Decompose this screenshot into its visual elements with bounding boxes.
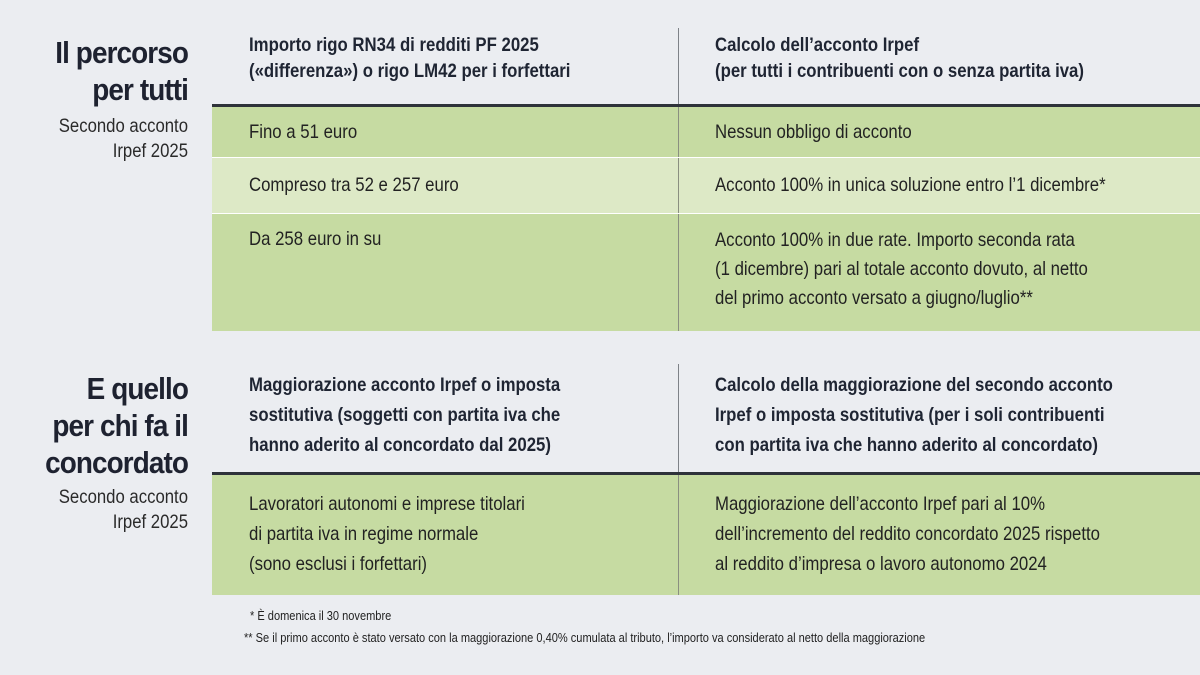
section-2-header-row: Maggiorazione acconto Irpef o imposta so… bbox=[212, 364, 1200, 475]
header-text: Importo rigo RN34 di redditi PF 2025 bbox=[249, 34, 539, 56]
footnote: ** Se il primo acconto è stato versato c… bbox=[244, 630, 926, 645]
header-text: sostitutiva (soggetti con partita iva ch… bbox=[249, 404, 561, 426]
section-2-header-col-1: Maggiorazione acconto Irpef o imposta so… bbox=[212, 364, 678, 472]
table-row: Da 258 euro in su Acconto 100% in due ra… bbox=[212, 213, 1200, 331]
table-row: Fino a 51 euro Nessun obbligo di acconto bbox=[212, 107, 1200, 157]
table-cell: Nessun obbligo di acconto bbox=[678, 107, 1200, 157]
section-2-title-line-2: per chi fa il bbox=[52, 408, 189, 443]
section-1-header-col-1: Importo rigo RN34 di redditi PF 2025 («d… bbox=[212, 28, 678, 104]
table-cell: Fino a 51 euro bbox=[212, 107, 678, 157]
cell-text: Acconto 100% in unica soluzione entro l’… bbox=[715, 174, 1106, 196]
section-2-table: Maggiorazione acconto Irpef o imposta so… bbox=[212, 364, 1200, 595]
cell-text: Da 258 euro in su bbox=[249, 228, 382, 250]
header-text: Maggiorazione acconto Irpef o imposta bbox=[249, 374, 561, 396]
section-2-title-line-1: E quello bbox=[86, 371, 189, 406]
table-cell: Da 258 euro in su bbox=[212, 214, 678, 331]
section-2-subtitle-line-1: Secondo acconto bbox=[58, 487, 188, 508]
header-text: («differenza») o rigo LM42 per i forfett… bbox=[249, 60, 571, 82]
cell-text: Lavoratori autonomi e imprese titolari bbox=[249, 493, 525, 515]
cell-text: (sono esclusi i forfettari) bbox=[249, 553, 428, 575]
cell-text: Fino a 51 euro bbox=[249, 121, 358, 143]
table-cell: Maggiorazione dell’acconto Irpef pari al… bbox=[678, 475, 1200, 595]
cell-text: dell’incremento del reddito concordato 2… bbox=[715, 523, 1101, 545]
cell-text: di partita iva in regime normale bbox=[249, 523, 479, 545]
section-1-title-line-1: Il percorso bbox=[55, 35, 189, 70]
section-1-header-col-2: Calcolo dell’acconto Irpef (per tutti i … bbox=[678, 28, 1200, 104]
cell-text: Compreso tra 52 e 257 euro bbox=[249, 174, 459, 196]
section-1-header-row: Importo rigo RN34 di redditi PF 2025 («d… bbox=[212, 28, 1200, 107]
footnote: * È domenica il 30 novembre bbox=[250, 608, 392, 623]
section-2-heading: E quello per chi fa il concordato Second… bbox=[0, 370, 189, 535]
cell-text: (1 dicembre) pari al totale acconto dovu… bbox=[715, 258, 1088, 280]
section-1-table: Importo rigo RN34 di redditi PF 2025 («d… bbox=[212, 28, 1200, 331]
table-cell: Acconto 100% in unica soluzione entro l’… bbox=[678, 158, 1200, 213]
cell-text: Acconto 100% in due rate. Importo second… bbox=[715, 229, 1075, 251]
section-1-subtitle-line-1: Secondo acconto bbox=[58, 116, 188, 137]
header-text: Calcolo della maggiorazione del secondo … bbox=[715, 374, 1113, 396]
table-row: Compreso tra 52 e 257 euro Acconto 100% … bbox=[212, 157, 1200, 213]
section-2-subtitle: Secondo acconto Irpef 2025 bbox=[23, 485, 188, 535]
header-text: Calcolo dell’acconto Irpef bbox=[715, 34, 920, 56]
section-1-subtitle: Secondo acconto Irpef 2025 bbox=[23, 114, 188, 164]
table-cell: Lavoratori autonomi e imprese titolari d… bbox=[212, 475, 678, 595]
cell-text: al reddito d’impresa o lavoro autonomo 2… bbox=[715, 553, 1047, 575]
cell-text: Maggiorazione dell’acconto Irpef pari al… bbox=[715, 493, 1046, 515]
section-1-title: Il percorso per tutti bbox=[19, 34, 189, 108]
section-1-subtitle-line-2: Irpef 2025 bbox=[112, 141, 188, 162]
cell-text: del primo acconto versato a giugno/lugli… bbox=[715, 287, 1033, 309]
section-2-title-line-3: concordato bbox=[45, 445, 189, 480]
table-cell: Acconto 100% in due rate. Importo second… bbox=[678, 214, 1200, 331]
section-2-subtitle-line-2: Irpef 2025 bbox=[112, 512, 188, 533]
footnotes: * È domenica il 30 novembre ** Se il pri… bbox=[244, 605, 1045, 649]
header-text: con partita iva che hanno aderito al con… bbox=[715, 434, 1098, 456]
section-1-title-line-2: per tutti bbox=[92, 72, 189, 107]
section-2-title: E quello per chi fa il concordato bbox=[19, 370, 189, 481]
section-2-header-col-2: Calcolo della maggiorazione del secondo … bbox=[678, 364, 1200, 472]
header-text: hanno aderito al concordato dal 2025) bbox=[249, 434, 551, 456]
section-1-heading: Il percorso per tutti Secondo acconto Ir… bbox=[0, 34, 189, 164]
header-text: (per tutti i contribuenti con o senza pa… bbox=[715, 60, 1084, 82]
table-cell: Compreso tra 52 e 257 euro bbox=[212, 158, 678, 213]
table-row: Lavoratori autonomi e imprese titolari d… bbox=[212, 475, 1200, 595]
header-text: Irpef o imposta sostitutiva (per i soli … bbox=[715, 404, 1105, 426]
cell-text: Nessun obbligo di acconto bbox=[715, 121, 912, 143]
